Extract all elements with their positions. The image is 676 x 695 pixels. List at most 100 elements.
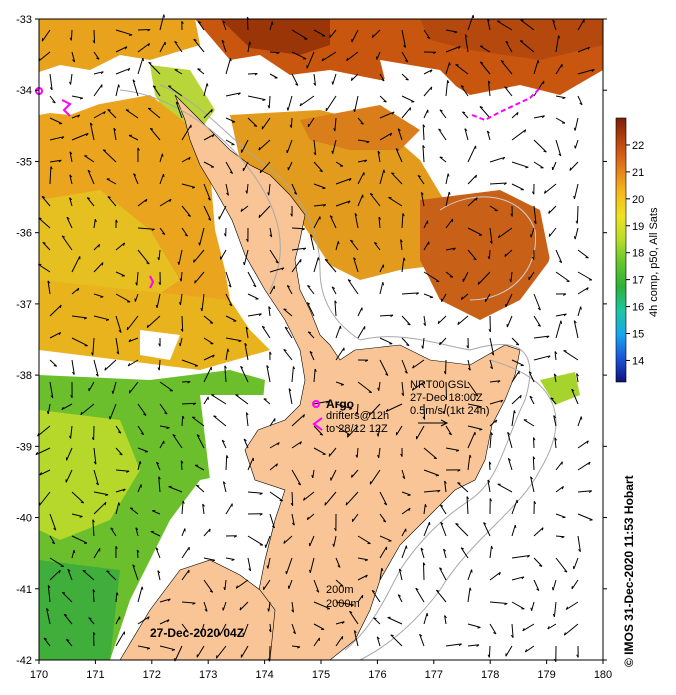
current-arrow	[335, 621, 345, 625]
current-arrow-head	[397, 594, 401, 597]
current-arrow-head	[292, 522, 295, 526]
current-arrow	[412, 381, 425, 391]
current-arrow	[505, 645, 513, 657]
current-arrow	[378, 447, 381, 458]
current-arrow-head	[397, 128, 401, 132]
current-arrow-head	[290, 502, 294, 506]
current-arrow	[533, 139, 547, 153]
current-arrow	[489, 337, 495, 356]
current-arrow-head	[340, 384, 344, 386]
current-arrow	[401, 359, 408, 374]
current-arrow-head	[206, 83, 209, 87]
current-arrow	[555, 320, 562, 339]
current-arrow	[243, 438, 249, 449]
current-arrow-head	[438, 128, 442, 131]
current-arrow-head	[424, 504, 427, 508]
current-arrow-head	[519, 40, 524, 42]
imos-credit: © IMOS 31-Dec-2020 11:53 Hobart	[622, 475, 636, 667]
current-arrow	[553, 601, 557, 617]
current-arrow-head	[381, 78, 385, 82]
current-arrow	[49, 95, 56, 104]
current-arrow	[531, 601, 535, 611]
current-arrow-head	[532, 456, 536, 460]
lon-tick-label: 176	[368, 669, 386, 681]
current-arrow	[347, 279, 359, 295]
current-arrow	[313, 425, 324, 436]
current-arrow	[115, 425, 122, 434]
current-arrow	[115, 29, 133, 36]
current-arrow	[269, 267, 285, 273]
current-arrow	[487, 479, 491, 493]
current-arrow	[84, 155, 95, 163]
current-arrow-head	[102, 149, 107, 151]
current-arrow-head	[179, 278, 182, 282]
current-arrow	[554, 437, 557, 449]
current-arrow	[555, 271, 570, 282]
current-arrow	[523, 419, 535, 427]
current-arrow	[93, 71, 104, 75]
current-arrow	[325, 95, 337, 112]
current-arrow-head	[313, 152, 317, 156]
current-arrow-head	[469, 587, 472, 591]
current-arrow	[479, 61, 491, 75]
current-arrow	[235, 579, 249, 589]
current-arrow	[71, 114, 80, 119]
current-arrow-head	[303, 497, 306, 501]
current-arrow-head	[423, 562, 426, 566]
current-arrow-head	[383, 100, 387, 103]
current-arrow	[528, 371, 535, 383]
current-arrow-head	[222, 607, 224, 611]
current-arrow-head	[222, 20, 226, 24]
current-arrow-head	[562, 97, 566, 100]
current-arrow-head	[474, 394, 479, 397]
current-arrow	[423, 109, 429, 119]
colorbar-tick-label: 20	[632, 194, 644, 206]
current-arrow	[92, 589, 95, 603]
current-arrow-head	[192, 602, 196, 605]
current-arrow-head	[116, 592, 119, 596]
current-arrow-head	[439, 567, 443, 570]
current-arrow	[269, 21, 273, 31]
current-arrow	[222, 20, 227, 31]
current-arrow	[423, 469, 439, 476]
current-arrow	[422, 145, 425, 163]
current-arrow-head	[292, 366, 296, 370]
current-arrow-head	[83, 317, 87, 320]
current-arrow-head	[329, 215, 333, 218]
current-arrow-head	[132, 564, 136, 568]
current-arrow	[303, 491, 315, 501]
current-arrow	[460, 85, 469, 97]
current-arrow-head	[564, 570, 568, 573]
current-arrow	[291, 227, 305, 230]
current-arrow	[532, 456, 535, 471]
current-arrow	[174, 69, 183, 75]
current-arrow-head	[158, 476, 161, 480]
current-arrow	[203, 205, 212, 221]
current-arrow-head	[166, 619, 170, 623]
current-arrow-head	[443, 548, 447, 552]
current-arrow	[168, 85, 183, 97]
current-arrow	[489, 205, 498, 212]
current-arrow	[329, 29, 337, 39]
current-arrow	[350, 239, 359, 251]
current-arrow	[488, 645, 491, 658]
current-arrow-head	[254, 73, 258, 76]
current-arrow	[415, 587, 425, 603]
current-arrow	[263, 579, 271, 590]
sst-patch-west-yellowgreen	[39, 410, 140, 540]
current-arrow-head	[231, 559, 235, 561]
current-arrow-head	[147, 616, 150, 620]
sst-patch-northwest	[39, 19, 200, 72]
current-arrow	[500, 60, 513, 75]
current-arrow-head	[229, 303, 233, 307]
current-arrow	[180, 293, 183, 306]
current-arrow	[401, 213, 404, 229]
current-arrow-head	[319, 433, 323, 436]
current-arrow	[146, 315, 161, 328]
current-arrow	[577, 287, 589, 295]
lon-tick-label: 175	[312, 669, 330, 681]
current-arrow	[247, 73, 258, 75]
current-arrow	[423, 241, 430, 251]
current-arrow-head	[377, 387, 380, 391]
current-arrow-head	[588, 490, 592, 493]
